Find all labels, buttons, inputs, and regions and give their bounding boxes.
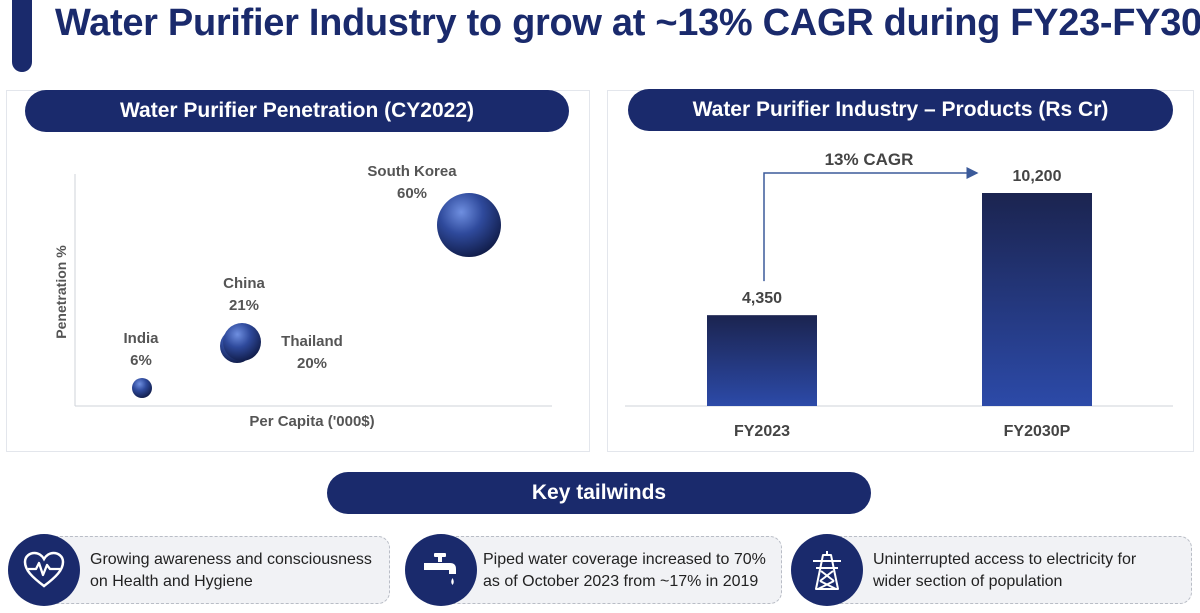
products-chart-title: Water Purifier Industry – Products (Rs C… bbox=[628, 89, 1173, 131]
bar-category-label: FY2023 bbox=[734, 423, 790, 440]
bubble-value-china: 21% bbox=[229, 297, 259, 314]
tailwind-text-line: wider section of population bbox=[873, 573, 1063, 590]
tailwind-text-line: Growing awareness and consciousness bbox=[90, 551, 372, 568]
bubble-value-south-korea: 60% bbox=[397, 185, 427, 202]
page-title: Water Purifier Industry to grow at ~13% … bbox=[55, 2, 1200, 44]
heart-pulse-icon bbox=[8, 534, 80, 606]
products-bar-chart: 4,350 FY2023 10,200 FY2030P 13% CAGR bbox=[625, 150, 1173, 440]
bubble-china bbox=[223, 323, 261, 361]
products-panel bbox=[607, 90, 1194, 452]
penetration-bubble-chart: Penetration % Per Capita ('000$) India 6%… bbox=[53, 163, 552, 430]
bubble-label-china: China bbox=[223, 275, 265, 292]
tailwind-text-line: Uninterrupted access to electricity for bbox=[873, 551, 1137, 568]
penetration-chart-title: Water Purifier Penetration (CY2022) bbox=[25, 90, 569, 132]
bar-fy2030p bbox=[982, 193, 1092, 406]
power-tower-icon bbox=[791, 534, 863, 606]
cagr-label: 13% CAGR bbox=[825, 150, 914, 169]
bar-group: 4,350 FY2023 10,200 FY2030P bbox=[707, 168, 1092, 440]
tailwind-text-line: on Health and Hygiene bbox=[90, 573, 253, 590]
bubble-label-thailand: Thailand bbox=[281, 333, 343, 350]
title-accent-bar bbox=[12, 0, 32, 72]
penetration-panel bbox=[6, 90, 590, 452]
bubble-south-korea bbox=[437, 193, 501, 257]
bubble-label-india: India bbox=[123, 330, 159, 347]
bubble-label-south-korea: South Korea bbox=[367, 163, 457, 180]
water-tap-icon bbox=[405, 534, 477, 606]
bubble-india bbox=[132, 378, 152, 398]
bar-fy2023 bbox=[707, 315, 817, 406]
tailwinds-title: Key tailwinds bbox=[327, 472, 871, 514]
tailwind-card-water: Piped water coverage increased to 70% as… bbox=[424, 536, 782, 604]
bar-category-label: FY2030P bbox=[1004, 423, 1071, 440]
y-axis-label: Penetration % bbox=[53, 245, 69, 339]
tailwind-card-electricity: Uninterrupted access to electricity for … bbox=[812, 536, 1192, 604]
bubble-group: India 6% China 21% Thailand 20% South Korea 60% bbox=[123, 163, 501, 398]
tailwind-text-line: Piped water coverage increased to 70% bbox=[483, 551, 766, 568]
tailwind-card-health: Growing awareness and consciousness on H… bbox=[28, 536, 390, 604]
bar-value-label: 10,200 bbox=[1013, 168, 1062, 185]
tailwind-text-line: as of October 2023 from ~17% in 2019 bbox=[483, 573, 759, 590]
cagr-arrow bbox=[763, 167, 979, 282]
bar-value-label: 4,350 bbox=[742, 290, 782, 307]
x-axis-label: Per Capita ('000$) bbox=[249, 413, 374, 430]
bubble-value-thailand: 20% bbox=[297, 355, 327, 372]
bubble-value-india: 6% bbox=[130, 352, 152, 369]
